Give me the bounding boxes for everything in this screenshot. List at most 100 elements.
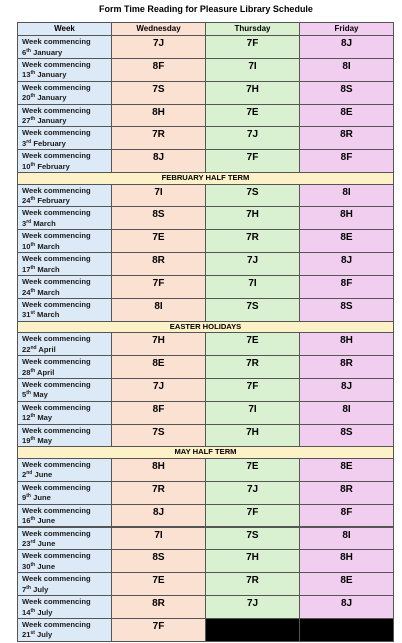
form-cell: 8S — [299, 423, 394, 448]
form-code: 8E — [340, 460, 353, 472]
form-code: 8H — [340, 209, 353, 221]
header-cell: Friday — [299, 22, 394, 36]
week-day: 14 — [22, 607, 31, 617]
form-cell: 7S — [205, 297, 300, 322]
week-label: Week commencing — [22, 299, 91, 309]
week-day: 3 — [22, 218, 27, 228]
week-day: 7 — [22, 584, 27, 594]
week-month: May — [37, 436, 53, 446]
week-month: July — [37, 607, 53, 617]
form-code: 7S — [246, 186, 259, 198]
form-code: 7I — [154, 186, 163, 198]
form-code: 8I — [342, 529, 351, 541]
header-text: Friday — [334, 24, 359, 33]
form-cell: 7F — [111, 275, 206, 299]
form-code: 7I — [248, 403, 257, 415]
form-code: 8I — [342, 60, 351, 72]
week-label: Week commencing — [22, 379, 91, 389]
form-code: 7E — [152, 575, 165, 587]
header-text: Wednesday — [136, 24, 181, 33]
header-text: Week — [54, 24, 75, 33]
week-cell: Week commencing 22nd April — [17, 332, 112, 357]
form-code: 8J — [152, 152, 165, 164]
form-cell: 8E — [299, 229, 394, 254]
form-code: 8R — [340, 483, 353, 495]
week-day-suffix: th — [30, 367, 36, 374]
form-code: 8E — [340, 232, 353, 244]
week-cell: Week commencing 17th March — [17, 252, 112, 276]
form-cell: 7E — [111, 572, 206, 597]
form-cell: 7E — [205, 457, 300, 482]
form-cell: 7I — [205, 400, 300, 425]
form-cell: 7I — [205, 57, 300, 82]
form-cell: 7S — [205, 526, 300, 551]
form-code: 7J — [246, 129, 259, 141]
week-label: Week commencing — [22, 619, 91, 629]
form-cell: 7H — [205, 549, 300, 574]
week-day-suffix: st — [30, 630, 35, 637]
form-code: 8F — [152, 403, 165, 415]
week-day: 17 — [22, 264, 31, 274]
form-code: 8E — [340, 106, 353, 118]
form-cell: 7F — [111, 617, 206, 642]
week-day: 10 — [22, 161, 31, 171]
form-code: 7R — [246, 575, 259, 587]
form-cell: 8F — [111, 57, 206, 82]
week-label: Week commencing — [22, 551, 91, 561]
form-cell: 7J — [111, 377, 206, 402]
form-code: 8F — [152, 60, 165, 72]
form-code: 7J — [246, 255, 259, 267]
week-day: 22 — [22, 344, 31, 354]
form-code: 8E — [152, 358, 165, 370]
form-cell: 7E — [205, 332, 300, 357]
form-code: 8R — [340, 129, 353, 141]
form-cell: 8J — [299, 595, 394, 619]
week-cell: Week commencing 3rd March — [17, 206, 112, 231]
form-cell: 8J — [111, 149, 206, 174]
form-cell: 7I — [111, 183, 206, 208]
form-cell: 7S — [205, 183, 300, 208]
week-cell: Week commencing 27th January — [17, 103, 112, 128]
week-day-suffix: th — [30, 70, 36, 77]
week-cell: Week commencing 5th May — [17, 377, 112, 402]
week-day-suffix: th — [30, 241, 36, 248]
week-label: Week commencing — [22, 82, 91, 92]
form-code: 7I — [248, 60, 257, 72]
form-code: 7H — [152, 335, 165, 347]
week-day-suffix: th — [30, 93, 36, 100]
week-month: January — [37, 93, 67, 103]
form-code: 7R — [152, 129, 165, 141]
week-label: Week commencing — [22, 334, 91, 344]
form-cell: 8E — [299, 572, 394, 597]
week-day-suffix: nd — [30, 344, 37, 351]
week-day: 27 — [22, 116, 31, 126]
week-day-suffix: nd — [26, 470, 33, 477]
week-cell: Week commencing 31st March — [17, 297, 112, 322]
week-cell: Week commencing 21st July — [17, 617, 112, 642]
blank-cell — [299, 617, 394, 642]
form-cell: 8S — [299, 297, 394, 322]
week-cell: Week commencing 10th March — [17, 229, 112, 254]
form-code: 7F — [246, 506, 259, 518]
week-day-suffix: th — [30, 561, 36, 568]
week-cell: Week commencing 12th May — [17, 400, 112, 425]
form-code: 7F — [246, 152, 259, 164]
form-cell: 8S — [111, 206, 206, 231]
form-code: 7S — [246, 300, 259, 312]
form-code: 7I — [154, 529, 163, 541]
form-cell: 7I — [111, 526, 206, 551]
form-code: 7F — [246, 38, 259, 49]
week-day: 30 — [22, 561, 31, 571]
form-cell: 7J — [205, 480, 300, 505]
week-label: Week commencing — [22, 597, 91, 607]
form-cell: 8R — [299, 480, 394, 505]
form-cell: 8H — [111, 103, 206, 128]
week-day: 28 — [22, 367, 31, 377]
form-cell: 7R — [205, 355, 300, 379]
form-cell: 7J — [205, 595, 300, 619]
form-code: 8S — [340, 426, 353, 438]
week-cell: Week commencing 2nd June — [17, 457, 112, 482]
week-month: January — [37, 116, 67, 126]
form-code: 7F — [246, 380, 259, 392]
form-cell: 8S — [111, 549, 206, 574]
